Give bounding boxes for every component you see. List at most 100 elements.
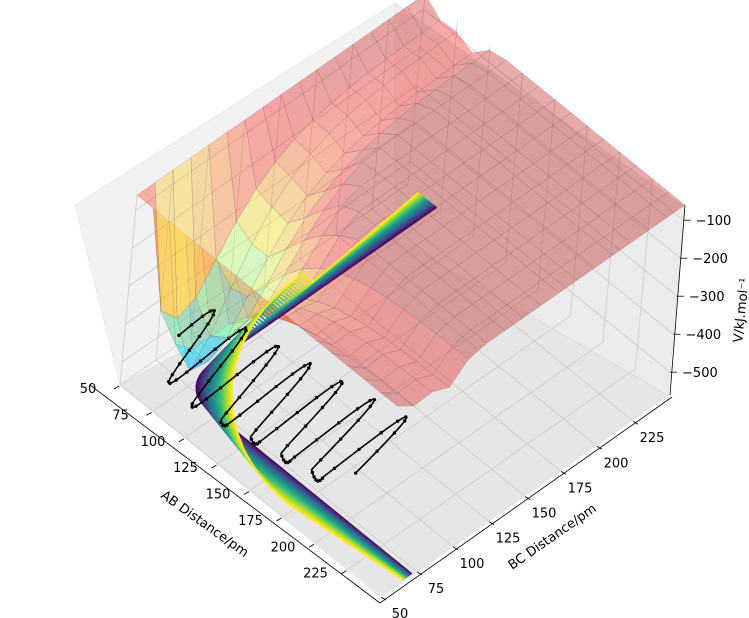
trajectory-point [302, 364, 307, 368]
surface-patch [516, 137, 552, 164]
surface-patch [285, 209, 325, 250]
trajectory-point [298, 377, 303, 381]
grid-line [263, 284, 525, 496]
surface-patch [349, 72, 385, 101]
trajectory-point [273, 344, 278, 348]
surface-patch [236, 188, 273, 245]
trajectory-point [206, 322, 210, 326]
trajectory-point [189, 323, 194, 327]
grid-line [125, 122, 674, 335]
surface-patch [347, 99, 382, 137]
surface-patch [352, 31, 387, 74]
surface-patch [493, 227, 529, 254]
surface-patch [172, 156, 197, 319]
x-tick-label: 50 [80, 382, 97, 397]
x-tick-label: 175 [238, 514, 263, 529]
y-tick-label: 150 [532, 507, 557, 522]
x-tick-mark [341, 570, 347, 574]
surface-patch [339, 211, 376, 240]
trajectory-point [237, 329, 242, 333]
surface-patch [378, 160, 414, 188]
surface-patch [403, 32, 439, 58]
surface-patch [353, 250, 390, 288]
surface-patch [385, 45, 421, 72]
y-axis-line [379, 396, 673, 604]
surface-patch [475, 239, 511, 267]
surface-patch [473, 265, 509, 292]
x-tick-label: 100 [141, 435, 166, 450]
surface-patch [454, 303, 490, 331]
x-tick-mark [243, 491, 250, 495]
y-tick-label: 50 [392, 607, 409, 618]
trajectory-point [255, 399, 260, 403]
y-tick-mark [560, 471, 567, 475]
surface-patch [344, 132, 382, 154]
trajectory-point [219, 386, 223, 390]
surface-patch [347, 366, 382, 381]
surface-patch [421, 19, 457, 45]
surface-patch [267, 217, 307, 258]
surface-patch [367, 58, 403, 86]
surface-patch [349, 326, 385, 343]
surface-patch [437, 290, 473, 318]
trajectory-point [372, 397, 377, 402]
grid-line [135, 8, 684, 221]
surface-patch [435, 75, 471, 98]
x-tick-mark [178, 438, 185, 443]
surface-patch [414, 135, 450, 162]
y-tick-mark [416, 571, 423, 576]
trajectory-point [308, 361, 312, 366]
trajectory-point [204, 397, 209, 401]
surface-patch [245, 274, 285, 323]
trajectory-point [197, 334, 202, 339]
trajectory-point [170, 373, 174, 377]
trajectory-point [290, 372, 295, 376]
surface-patch [531, 176, 567, 203]
trajectory-point [257, 440, 262, 444]
surface-patch [299, 326, 333, 346]
surface-patch [491, 253, 527, 280]
grid-line [371, 19, 390, 210]
surface-patch [298, 313, 335, 335]
surface-patch [388, 6, 423, 47]
trajectory-point [357, 447, 361, 452]
surface-patch [397, 379, 433, 407]
surface-patch [466, 123, 502, 151]
surface-patch [208, 131, 237, 260]
surface-patch [271, 177, 308, 224]
surface-patch [634, 178, 670, 205]
surface-patch [365, 84, 401, 121]
surface-patch [412, 161, 448, 188]
surface-patch [484, 111, 520, 138]
trajectory-point [168, 381, 172, 386]
surface-patch [380, 392, 415, 407]
surface-patch [479, 188, 515, 215]
surface-patch [497, 175, 533, 203]
contour-line [231, 191, 419, 581]
surface-patch [470, 317, 506, 344]
surface-patch [299, 301, 336, 314]
surface-patch [536, 99, 572, 126]
grid-line [537, 99, 556, 290]
trajectory-point [320, 476, 325, 480]
z-tick-label: −500 [682, 366, 718, 381]
surface-patch [482, 136, 518, 164]
x-tick-label: 125 [173, 461, 198, 476]
surface-patch [495, 201, 531, 228]
trajectory-point [375, 449, 379, 453]
surface-patch [464, 149, 500, 176]
trajectory-point [337, 421, 341, 425]
surface-patch [331, 331, 368, 357]
trajectory-point [190, 405, 195, 409]
surface-patch [509, 240, 545, 267]
surface-patch [360, 173, 396, 200]
y-tick-mark [488, 521, 495, 525]
surface-patch [341, 185, 378, 213]
trajectory-point [269, 410, 274, 414]
trajectory-point [200, 314, 205, 318]
surface-patch [321, 205, 360, 236]
surface-patch [405, 264, 441, 291]
z-axis-line [669, 204, 686, 396]
surface-patch [432, 123, 468, 150]
surface-patch [506, 292, 542, 319]
